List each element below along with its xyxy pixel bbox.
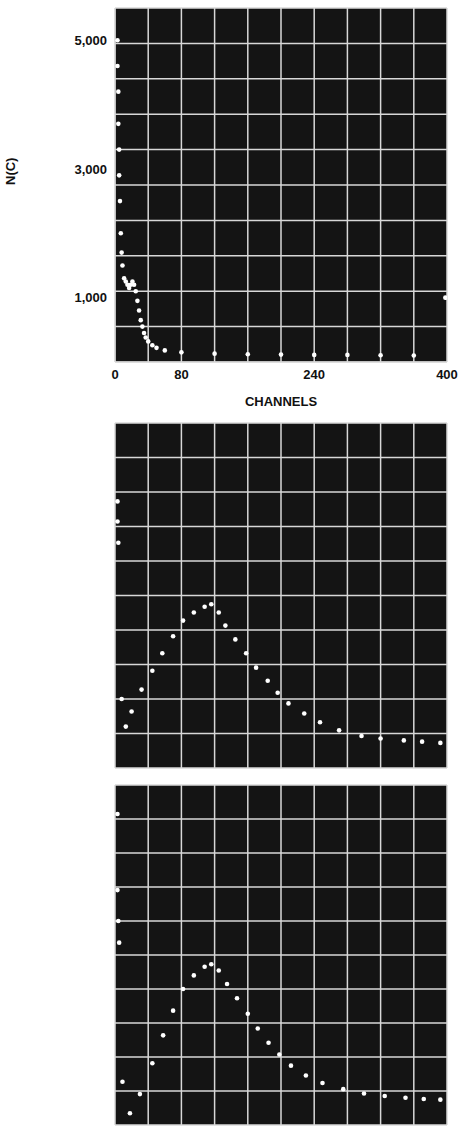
- svg-text:0: 0: [111, 367, 118, 382]
- svg-text:240: 240: [303, 367, 325, 382]
- svg-text:80: 80: [174, 367, 188, 382]
- svg-text:400: 400: [436, 367, 458, 382]
- svg-text:N(C): N(C): [3, 158, 18, 185]
- svg-text:5,000: 5,000: [74, 33, 107, 48]
- svg-text:3,000: 3,000: [74, 162, 107, 177]
- svg-text:1,000: 1,000: [74, 290, 107, 305]
- svg-text:CHANNELS: CHANNELS: [245, 394, 318, 409]
